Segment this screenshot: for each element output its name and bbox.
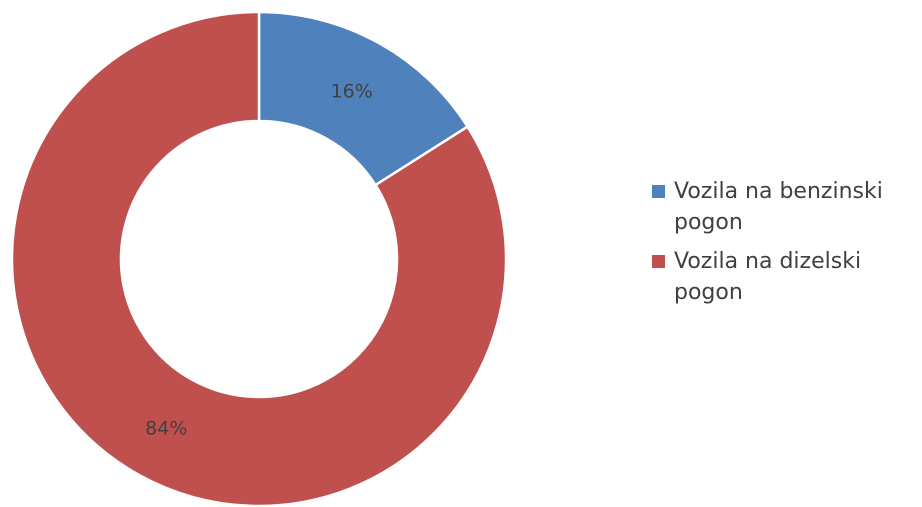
data-label-benzinski: 16% bbox=[331, 80, 373, 102]
legend-label-benzinski: Vozila na benzinski pogon bbox=[674, 179, 883, 235]
legend-item-benzinski: Vozila na benzinski pogon bbox=[652, 176, 920, 238]
legend-swatch-benzinski bbox=[652, 185, 665, 198]
legend-swatch-dizelski bbox=[652, 255, 665, 268]
donut-slices bbox=[10, 10, 508, 507]
legend-item-dizelski: Vozila na dizelski pogon bbox=[652, 246, 920, 308]
donut-slice-dizelski bbox=[10, 10, 508, 507]
chart-legend: Vozila na benzinski pogon Vozila na dize… bbox=[652, 176, 920, 316]
legend-label-dizelski: Vozila na dizelski pogon bbox=[674, 249, 862, 305]
donut-data-labels: 16% 84% bbox=[145, 80, 373, 439]
data-label-dizelski: 84% bbox=[145, 418, 187, 440]
